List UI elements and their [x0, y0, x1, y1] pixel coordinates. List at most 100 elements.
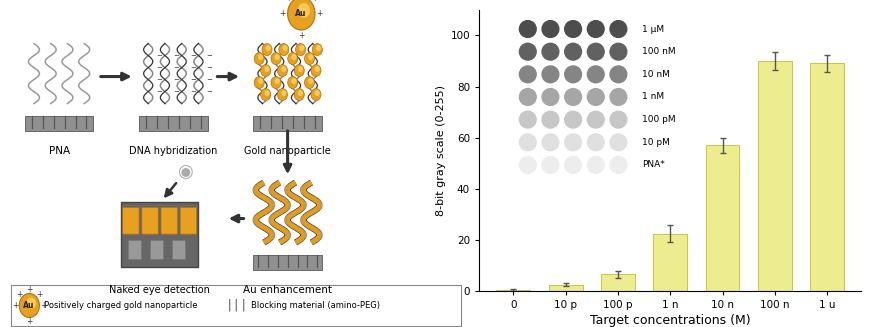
- Circle shape: [287, 77, 298, 89]
- Circle shape: [295, 43, 306, 56]
- Bar: [128, 240, 140, 259]
- Text: −: −: [190, 64, 196, 71]
- Circle shape: [282, 91, 285, 95]
- Text: |||: |||: [226, 299, 248, 312]
- Circle shape: [261, 89, 270, 101]
- Circle shape: [304, 77, 314, 89]
- Circle shape: [27, 298, 35, 308]
- Text: +: +: [26, 317, 32, 326]
- Text: −: −: [190, 77, 196, 83]
- Bar: [652, 233, 687, 291]
- Circle shape: [291, 55, 296, 60]
- Text: −: −: [190, 53, 196, 59]
- Bar: [757, 61, 791, 291]
- Text: +: +: [17, 290, 23, 299]
- Text: Au: Au: [23, 301, 34, 310]
- Text: −: −: [173, 77, 179, 83]
- Text: DNA hybridization: DNA hybridization: [129, 146, 217, 156]
- Bar: [601, 274, 634, 291]
- Circle shape: [265, 67, 269, 71]
- Circle shape: [261, 64, 270, 77]
- Text: −: −: [206, 64, 212, 71]
- Text: Gold nanoparticle: Gold nanoparticle: [244, 146, 331, 156]
- Bar: [150, 240, 162, 259]
- Circle shape: [270, 77, 281, 89]
- Bar: [810, 63, 843, 291]
- Circle shape: [262, 43, 272, 56]
- Text: Naked eye detection: Naked eye detection: [109, 285, 210, 295]
- Circle shape: [312, 43, 322, 56]
- Bar: [496, 290, 529, 291]
- FancyBboxPatch shape: [141, 207, 158, 234]
- Text: +: +: [279, 9, 285, 18]
- Circle shape: [299, 46, 304, 50]
- Bar: [705, 145, 738, 291]
- Circle shape: [316, 46, 320, 50]
- Text: −: −: [156, 77, 162, 83]
- Circle shape: [282, 67, 285, 71]
- Circle shape: [283, 46, 286, 50]
- Circle shape: [308, 55, 313, 60]
- Bar: [11, 285, 461, 326]
- Text: Au enhancement: Au enhancement: [243, 285, 332, 295]
- Circle shape: [311, 89, 320, 101]
- Circle shape: [311, 64, 320, 77]
- Text: Blocking material (amino-PEG): Blocking material (amino-PEG): [251, 301, 379, 310]
- Text: Au: Au: [295, 9, 306, 18]
- Text: PNA: PNA: [48, 146, 69, 156]
- Bar: [548, 284, 582, 291]
- Bar: [25, 115, 93, 131]
- Bar: [253, 115, 321, 131]
- Y-axis label: 8-bit gray scale (0-255): 8-bit gray scale (0-255): [435, 85, 446, 216]
- Circle shape: [299, 67, 302, 71]
- Text: +: +: [12, 301, 19, 310]
- Circle shape: [294, 64, 304, 77]
- Bar: [172, 240, 184, 259]
- X-axis label: Target concentrations (M): Target concentrations (M): [589, 314, 750, 327]
- Circle shape: [304, 53, 314, 65]
- FancyBboxPatch shape: [161, 207, 177, 234]
- Circle shape: [275, 79, 279, 83]
- Circle shape: [315, 67, 319, 71]
- Circle shape: [315, 91, 319, 95]
- Text: Positively charged gold nanoparticle: Positively charged gold nanoparticle: [45, 301, 198, 310]
- Bar: [139, 115, 207, 131]
- Text: −: −: [206, 53, 212, 59]
- Text: +: +: [298, 31, 304, 40]
- Circle shape: [294, 89, 304, 101]
- Circle shape: [266, 46, 270, 50]
- Text: +: +: [26, 285, 32, 294]
- Text: −: −: [206, 77, 212, 83]
- Text: −: −: [206, 89, 212, 95]
- Bar: [120, 202, 198, 267]
- Text: +: +: [284, 0, 291, 3]
- Text: +: +: [311, 0, 317, 3]
- Text: +: +: [36, 290, 42, 299]
- Circle shape: [254, 53, 264, 65]
- FancyBboxPatch shape: [122, 207, 139, 234]
- Circle shape: [275, 55, 279, 60]
- Bar: [253, 254, 321, 270]
- FancyBboxPatch shape: [180, 207, 197, 234]
- Text: −: −: [190, 89, 196, 95]
- Circle shape: [270, 53, 281, 65]
- Circle shape: [299, 91, 302, 95]
- Circle shape: [308, 79, 313, 83]
- Circle shape: [287, 0, 314, 30]
- Circle shape: [254, 77, 264, 89]
- Circle shape: [258, 79, 263, 83]
- Circle shape: [19, 294, 40, 318]
- Circle shape: [278, 43, 289, 56]
- Text: −: −: [156, 89, 162, 95]
- Text: −: −: [173, 64, 179, 71]
- Text: −: −: [173, 53, 179, 59]
- Circle shape: [265, 91, 269, 95]
- Text: −: −: [156, 53, 162, 59]
- Circle shape: [287, 53, 298, 65]
- Text: +: +: [40, 301, 46, 310]
- Circle shape: [291, 79, 296, 83]
- Text: −: −: [156, 64, 162, 71]
- Text: +: +: [316, 9, 322, 18]
- Circle shape: [299, 4, 309, 17]
- Circle shape: [277, 89, 287, 101]
